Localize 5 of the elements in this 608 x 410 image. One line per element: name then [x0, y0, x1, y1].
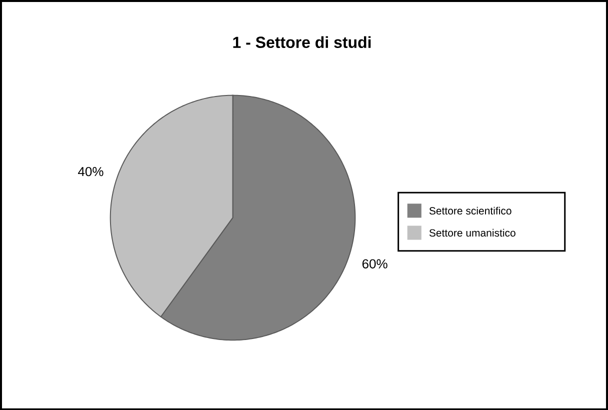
data-label: 40% — [78, 166, 104, 176]
chart-title: 1 - Settore di studi — [233, 36, 371, 48]
legend-label: Settore umanistico — [429, 228, 516, 236]
legend-label: Settore scientifico — [429, 206, 512, 214]
data-label: 60% — [362, 259, 388, 268]
